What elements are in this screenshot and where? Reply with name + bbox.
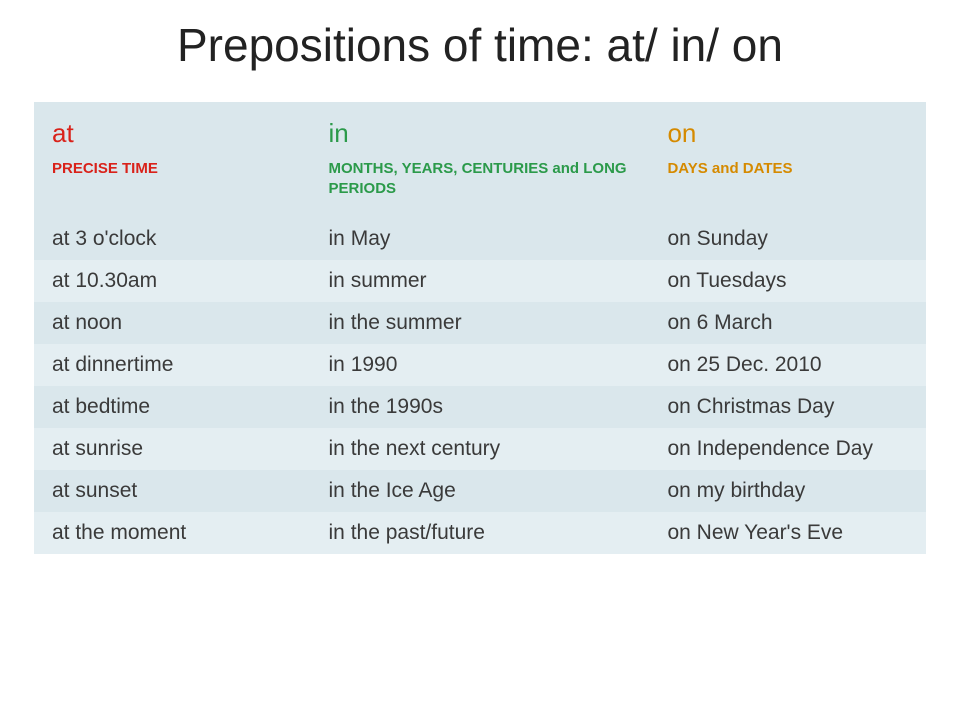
col-header-on: on [649,102,926,155]
table-cell: in the past/future [311,512,650,554]
table-cell: in May [311,218,650,260]
table-cell: at 10.30am [34,260,311,302]
table-cell: in the summer [311,302,650,344]
table-cell: at sunrise [34,428,311,470]
table-cell: on Independence Day [649,428,926,470]
col-header-in: in [311,102,650,155]
table-cell: in the Ice Age [311,470,650,512]
table-cell: at dinnertime [34,344,311,386]
table-cell: on my birthday [649,470,926,512]
table-cell: on 6 March [649,302,926,344]
col-desc-on: DAYS and DATES [649,155,926,218]
table-cell: on Sunday [649,218,926,260]
prepositions-table: at in on PRECISE TIME MONTHS, YEARS, CEN… [34,102,926,554]
table-cell: in the next century [311,428,650,470]
table-cell: on Tuesdays [649,260,926,302]
table-cell: in summer [311,260,650,302]
table-cell: on 25 Dec. 2010 [649,344,926,386]
table-cell: in 1990 [311,344,650,386]
table-cell: on Christmas Day [649,386,926,428]
table-cell: in the 1990s [311,386,650,428]
table-cell: at the moment [34,512,311,554]
page-title: Prepositions of time: at/ in/ on [0,0,960,102]
table-cell: at bedtime [34,386,311,428]
col-desc-at: PRECISE TIME [34,155,311,218]
col-header-at: at [34,102,311,155]
table-cell: at 3 o'clock [34,218,311,260]
table-cell: on New Year's Eve [649,512,926,554]
col-desc-in: MONTHS, YEARS, CENTURIES and LONG PERIOD… [311,155,650,218]
table-cell: at sunset [34,470,311,512]
table-cell: at noon [34,302,311,344]
